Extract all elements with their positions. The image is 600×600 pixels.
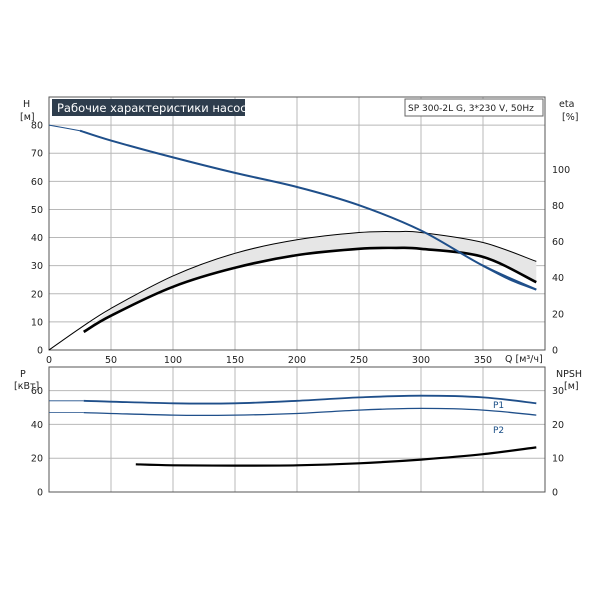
- bottom-chart-grid: [49, 367, 545, 492]
- y-left-tick-label: 50: [31, 205, 43, 216]
- y-right-tick-label: 80: [552, 201, 564, 212]
- bottom-chart-series: [49, 394, 537, 467]
- npsh-tick-label: 20: [552, 420, 564, 431]
- y-left-tick-label: 40: [31, 233, 43, 244]
- power-tick-label: 0: [37, 488, 43, 499]
- npsh-curve: [135, 446, 537, 467]
- y-right-tick-label: 60: [552, 237, 564, 248]
- y-left-tick-label: 10: [31, 317, 43, 328]
- top-chart-grid: [49, 97, 545, 350]
- y-right-tick-label: 40: [552, 273, 564, 284]
- power-tick-label: 20: [31, 454, 43, 465]
- x-tick-label: 350: [474, 355, 492, 366]
- tick-labels: 0 50 100 150 200 250 300 3500102030405060708002…: [31, 121, 570, 499]
- efficiency-lower-curve: [83, 246, 537, 334]
- efficiency-band: [83, 231, 537, 332]
- x-tick-label: 100: [164, 355, 182, 366]
- y-right-tick-label: 0: [552, 346, 558, 357]
- x-tick-label: 200: [288, 355, 306, 366]
- power-p2-curve: [83, 407, 537, 417]
- bottom-chart-frame: [48, 366, 546, 493]
- model-label: SP 300-2L G, 3*230 V, 50Hz: [408, 104, 534, 114]
- x-tick-label: 150: [226, 355, 244, 366]
- y-right-tick-label: 100: [552, 165, 570, 176]
- series-label-p2: P2: [493, 426, 504, 436]
- power-axis-unit: [кВт]: [14, 381, 39, 392]
- efficiency-upper-curve: [48, 230, 537, 351]
- y-right-unit: [%]: [562, 112, 578, 123]
- y-left-tick-label: 70: [31, 149, 43, 160]
- power-p1-curve: [83, 394, 537, 405]
- head-curve-end: [482, 264, 537, 291]
- power-tick-label: 40: [31, 420, 43, 431]
- y-left-tick-label: 20: [31, 289, 43, 300]
- npsh-axis-unit: [м]: [564, 381, 579, 392]
- head-curve-start: [48, 124, 81, 132]
- y-left-tick-label: 80: [31, 121, 43, 132]
- y-right-tick-label: 20: [552, 309, 564, 320]
- top-chart-series: [48, 124, 537, 351]
- y-left-tick-label: 30: [31, 261, 43, 272]
- series-label-p1: P1: [493, 401, 504, 411]
- chart-title: Рабочие характеристики насоса: [57, 101, 254, 115]
- x-tick-label: 250: [350, 355, 368, 366]
- head-curve: [79, 129, 537, 291]
- x-axis-label: Q [м³/ч]: [505, 354, 543, 365]
- npsh-axis-label: NPSH: [556, 369, 582, 380]
- y-left-unit: [м]: [20, 112, 35, 123]
- npsh-tick-label: 0: [552, 488, 558, 499]
- chart-title-box: [52, 99, 245, 116]
- top-chart-frame: [48, 96, 546, 351]
- npsh-tick-label: 10: [552, 454, 564, 465]
- x-tick-label: 50: [105, 355, 117, 366]
- npsh-tick-label: 30: [552, 386, 564, 397]
- x-tick-label: 300: [412, 355, 430, 366]
- y-right-label: eta: [559, 99, 574, 110]
- power-tick-label: 60: [31, 386, 43, 397]
- model-label-box: [404, 98, 544, 117]
- power-axis-label: P: [20, 369, 26, 380]
- y-left-tick-label: 0: [37, 346, 43, 357]
- x-tick-label: 0: [46, 355, 52, 366]
- y-left-tick-label: 60: [31, 177, 43, 188]
- y-left-label: H: [23, 99, 30, 110]
